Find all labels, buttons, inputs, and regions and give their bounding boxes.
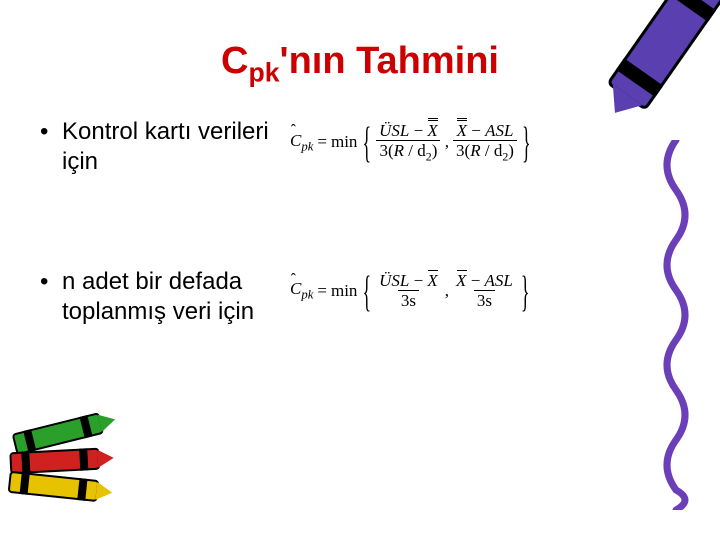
frac-2a: ÜSL − X 3s: [376, 271, 441, 311]
bullet-1: Kontrol kartı verileri için: [40, 117, 270, 177]
row-2: n adet bir defada toplanmış veri için ˆ …: [40, 267, 680, 327]
bullet-2: n adet bir defada toplanmış veri için: [40, 267, 270, 327]
eq-1: =: [317, 132, 327, 152]
title-rest: 'nın Tahmini: [280, 40, 499, 82]
formula-1: ˆ Cpk = min { ÜSL − X 3(R / d2) ,: [270, 117, 680, 165]
crayon-decoration-bottom: [6, 420, 104, 507]
frac-2b: X − ASL 3s: [453, 271, 516, 311]
frac-1a: ÜSL − X 3(R / d2): [376, 121, 441, 165]
comma-2: ,: [445, 281, 449, 301]
slide-title: Cpk'nın Tahmini: [40, 40, 680, 89]
lbrace-1: {: [362, 121, 371, 164]
formula-2: ˆ Cpk = min { ÜSL − X 3s ,: [270, 267, 680, 311]
eq-2: =: [317, 281, 327, 301]
rbrace-1: }: [522, 121, 531, 164]
row-1: Kontrol kartı verileri için ˆ Cpk = min …: [40, 117, 680, 177]
frac-1b: X − ASL 3(R / d2): [453, 121, 517, 165]
title-c: C: [221, 40, 248, 82]
cpk-hat-2: ˆ Cpk: [290, 279, 313, 302]
min-2: min: [331, 281, 357, 301]
slide: Cpk'nın Tahmini Kontrol kartı verileri i…: [0, 0, 720, 540]
min-1: min: [331, 132, 357, 152]
title-sub: pk: [248, 58, 279, 88]
cpk-hat-1: ˆ Cpk: [290, 131, 313, 154]
comma-1: ,: [445, 132, 449, 152]
lbrace-2: {: [362, 269, 371, 312]
squiggle-decoration: [656, 140, 696, 510]
rbrace-2: }: [521, 269, 530, 312]
